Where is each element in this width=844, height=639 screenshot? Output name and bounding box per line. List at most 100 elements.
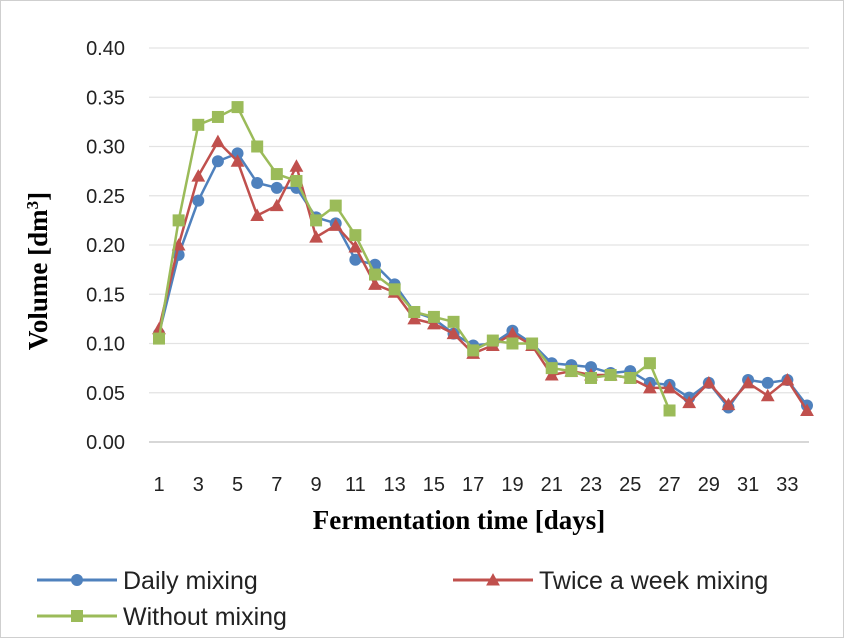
data-point [446, 326, 461, 340]
y-tick-label: 0.05 [86, 383, 125, 405]
data-point [310, 214, 323, 227]
data-point [761, 376, 774, 389]
y-tick-label: 0.30 [86, 137, 125, 159]
x-tick-label: 3 [193, 474, 204, 496]
data-point [191, 169, 206, 182]
data-point [506, 337, 519, 350]
x-tick-label: 31 [737, 474, 759, 496]
data-point [741, 376, 755, 389]
data-point [663, 404, 676, 417]
y-tick-label: 0.10 [86, 334, 125, 356]
data-point [643, 357, 656, 370]
y-tick-label: 0.20 [86, 235, 125, 257]
data-point [800, 403, 814, 416]
data-point [585, 371, 597, 384]
data-point [251, 176, 264, 189]
data-point [505, 326, 520, 340]
data-point [544, 368, 559, 381]
data-point [701, 376, 716, 389]
data-point [348, 240, 363, 253]
data-point [643, 380, 657, 394]
data-point [153, 332, 165, 345]
data-point [427, 316, 441, 330]
data-point [369, 268, 381, 281]
x-tick-label: 13 [384, 474, 406, 496]
legend-entry: Twice a week mixing [453, 567, 768, 595]
x-tick-label: 9 [311, 474, 322, 496]
y-tick-label: 0.00 [86, 432, 125, 454]
data-point [289, 159, 304, 172]
data-point [624, 371, 637, 384]
data-point [211, 155, 224, 168]
data-point [329, 199, 342, 212]
y-tick-label: 0.25 [86, 186, 125, 208]
legend-entry: Without mixing [37, 603, 287, 631]
y-axis-ticks: 0.00 0.05 0.10 0.15 0.20 0.25 0.30 0.35 0.40 [86, 38, 125, 454]
data-point [349, 253, 362, 266]
legend: Daily mixing Twice a week mixing Without m… [37, 567, 768, 631]
data-point [211, 134, 225, 148]
data-point [408, 305, 421, 318]
data-point [486, 334, 499, 347]
x-tick-label: 27 [658, 474, 680, 496]
data-point [250, 208, 265, 221]
data-point [211, 110, 224, 123]
series-twice-a-week-mixing [152, 134, 814, 416]
legend-entry: Daily mixing [37, 567, 258, 595]
data-point [172, 214, 185, 227]
data-point [309, 230, 323, 243]
x-tick-label: 25 [619, 474, 641, 496]
data-point [290, 174, 303, 187]
data-point [349, 229, 362, 242]
series-line [157, 152, 808, 409]
y-tick-label: 0.35 [86, 87, 125, 109]
data-point [565, 365, 578, 378]
y-axis-title: Volume [dm3] [23, 192, 54, 350]
data-point [682, 395, 697, 409]
series-line [157, 140, 809, 412]
data-point [251, 140, 264, 153]
data-point [192, 118, 205, 131]
x-tick-label: 11 [345, 474, 366, 496]
x-tick-label: 7 [271, 474, 282, 496]
data-point [407, 311, 422, 325]
series-without-mixing [153, 101, 676, 417]
data-point [152, 321, 166, 335]
data-point [604, 369, 617, 382]
data-point [388, 283, 401, 296]
data-point [486, 573, 500, 586]
x-tick-label: 1 [153, 474, 164, 496]
legend-label: Twice a week mixing [539, 567, 768, 595]
data-point [662, 380, 677, 394]
x-tick-label: 19 [501, 474, 523, 496]
x-tick-label: 21 [541, 474, 563, 496]
data-point [231, 101, 244, 114]
x-tick-label: 29 [698, 474, 720, 496]
data-point [427, 310, 440, 323]
data-point [447, 315, 460, 328]
y-tick-label: 0.40 [86, 38, 125, 60]
legend-label: Without mixing [123, 603, 287, 631]
data-point [467, 344, 480, 357]
data-point [526, 337, 539, 350]
data-point [585, 361, 597, 374]
x-tick-label: 5 [232, 474, 243, 496]
data-point [71, 574, 83, 586]
data-point [545, 362, 558, 375]
data-point [230, 154, 245, 167]
x-tick-label: 15 [423, 474, 445, 496]
data-point [760, 388, 775, 402]
data-point [721, 397, 736, 411]
x-tick-label: 33 [776, 474, 798, 496]
data-point [270, 168, 283, 181]
data-point [780, 373, 795, 386]
x-axis-ticks: 1 3 5 7 9 11 13 15 17 19 21 23 25 27 29 31 33 [153, 474, 798, 496]
legend-label: Daily mixing [123, 567, 258, 595]
data-point [269, 198, 284, 212]
series-daily-mixing [153, 147, 813, 414]
x-tick-label: 23 [580, 474, 602, 496]
data-point [71, 610, 83, 622]
data-point [328, 218, 343, 231]
